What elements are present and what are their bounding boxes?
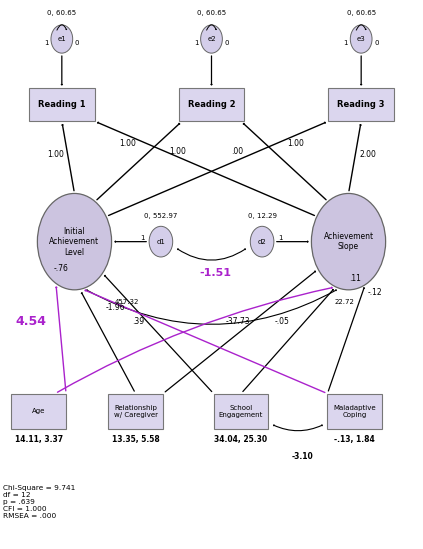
Text: -3.10: -3.10 <box>291 452 313 461</box>
Text: Maladaptive
Coping: Maladaptive Coping <box>333 405 376 418</box>
Text: 0: 0 <box>225 41 229 47</box>
Circle shape <box>149 226 173 257</box>
Text: Chi-Square = 9.741
df = 12
p = .639
CFI = 1.000
RMSEA = .000: Chi-Square = 9.741 df = 12 p = .639 CFI … <box>3 485 75 519</box>
FancyBboxPatch shape <box>11 394 66 429</box>
Text: School
Engagement: School Engagement <box>219 405 263 418</box>
Circle shape <box>51 25 73 53</box>
Text: -37.73: -37.73 <box>225 317 250 326</box>
Text: 1.00: 1.00 <box>287 138 304 148</box>
Text: 1.00: 1.00 <box>119 138 136 148</box>
Text: 0, 60.65: 0, 60.65 <box>47 10 77 16</box>
Text: 1: 1 <box>140 236 145 242</box>
Circle shape <box>250 226 274 257</box>
FancyBboxPatch shape <box>29 88 94 121</box>
Text: e3: e3 <box>357 36 365 42</box>
Text: d1: d1 <box>157 239 165 245</box>
Text: Reading 3: Reading 3 <box>338 100 385 109</box>
Text: e2: e2 <box>207 36 216 42</box>
Text: -.76: -.76 <box>54 264 69 273</box>
Text: Relationship
w/ Caregiver: Relationship w/ Caregiver <box>114 405 158 418</box>
Text: 0, 60.65: 0, 60.65 <box>346 10 376 16</box>
Text: 1.00: 1.00 <box>47 150 64 159</box>
Text: .00: .00 <box>231 147 243 156</box>
Text: -.12: -.12 <box>368 288 382 297</box>
Text: 14.11, 3.37: 14.11, 3.37 <box>14 435 63 444</box>
FancyBboxPatch shape <box>108 394 163 429</box>
Text: Initial
Achievement
Level: Initial Achievement Level <box>49 227 99 256</box>
Circle shape <box>37 193 112 290</box>
Text: 4.54: 4.54 <box>16 315 47 328</box>
Text: 1: 1 <box>194 41 198 47</box>
Circle shape <box>201 25 222 53</box>
Text: d2: d2 <box>258 239 266 245</box>
Text: Reading 1: Reading 1 <box>38 100 85 109</box>
Text: -.13, 1.84: -.13, 1.84 <box>335 435 375 444</box>
FancyBboxPatch shape <box>179 88 244 121</box>
Text: 1: 1 <box>278 236 283 242</box>
Text: Achievement
Slope: Achievement Slope <box>324 232 374 251</box>
Text: Age: Age <box>32 408 45 414</box>
FancyBboxPatch shape <box>214 394 269 429</box>
Text: 1: 1 <box>343 41 348 47</box>
FancyBboxPatch shape <box>327 394 382 429</box>
Text: 1.00: 1.00 <box>169 147 186 156</box>
Text: 0, 60.65: 0, 60.65 <box>197 10 226 16</box>
Text: 0, 12.29: 0, 12.29 <box>247 214 277 220</box>
Text: Reading 2: Reading 2 <box>188 100 235 109</box>
Circle shape <box>311 193 386 290</box>
Text: 0: 0 <box>75 41 80 47</box>
Text: 22.72: 22.72 <box>335 299 355 305</box>
FancyBboxPatch shape <box>329 88 394 121</box>
Text: -1.51: -1.51 <box>200 268 232 278</box>
Circle shape <box>350 25 372 53</box>
Text: 0: 0 <box>374 41 379 47</box>
Text: -1.96: -1.96 <box>106 303 125 312</box>
Text: 457.32: 457.32 <box>115 299 139 305</box>
Text: -.05: -.05 <box>275 317 290 326</box>
Text: 34.04, 25.30: 34.04, 25.30 <box>214 435 268 444</box>
Text: 2.00: 2.00 <box>359 150 376 159</box>
Text: .11: .11 <box>349 274 360 283</box>
Text: e1: e1 <box>58 36 66 42</box>
Text: 13.35, 5.58: 13.35, 5.58 <box>112 435 159 444</box>
Text: 0, 552.97: 0, 552.97 <box>144 214 178 220</box>
Text: 1: 1 <box>44 41 49 47</box>
Text: .39: .39 <box>132 317 144 326</box>
